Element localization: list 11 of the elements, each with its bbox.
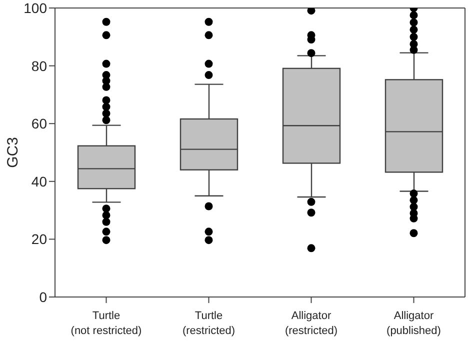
y-tick-label: 0 <box>39 288 48 305</box>
y-tick-label: 60 <box>31 116 48 132</box>
y-axis-title: GC3 <box>4 137 22 168</box>
x-tick-label: Turtle (restricted) <box>182 310 236 337</box>
x-tick-label: Alligator (published) <box>386 310 441 337</box>
y-tick-label: 100 <box>24 0 48 16</box>
y-tick-label: 80 <box>31 58 48 74</box>
x-tick-label: Turtle (not restricted) <box>70 310 142 337</box>
x-tick-label: Alligator (restricted) <box>284 310 338 337</box>
y-tick-label: 40 <box>31 173 48 190</box>
y-tick-label: 20 <box>31 231 48 248</box>
